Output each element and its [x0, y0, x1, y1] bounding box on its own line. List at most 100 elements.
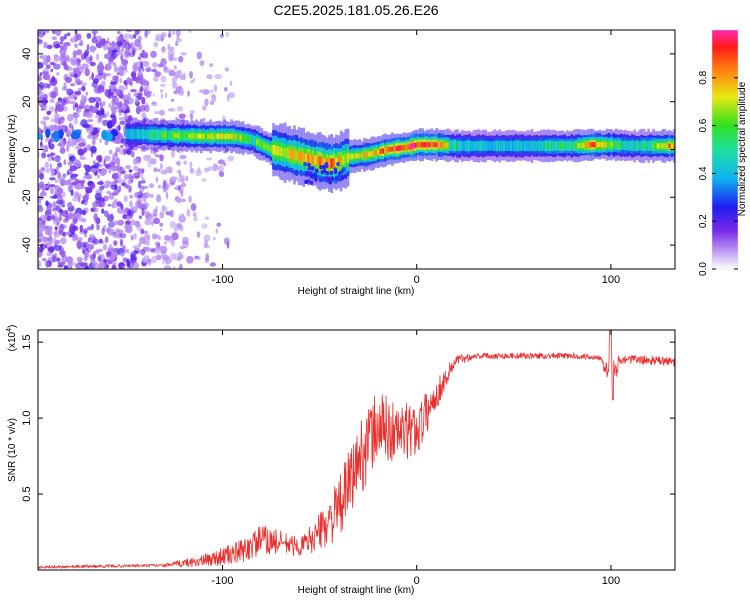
- spectrogram-cell: [38, 230, 43, 238]
- spectrogram-cell: [104, 180, 112, 185]
- spectrogram-ridge-cell: [313, 172, 318, 178]
- spectrogram-ridge-cell: [381, 148, 385, 154]
- spectrogram-cell: [151, 69, 158, 73]
- spectrogram-cell: [78, 87, 82, 92]
- spectrogram-cell: [63, 82, 67, 91]
- spectrogram-cell: [39, 172, 44, 180]
- spectrogram-cell: [167, 108, 176, 112]
- spectrogram-ridge-cell: [542, 140, 546, 152]
- spectrogram-ridge-cell: [544, 143, 548, 149]
- spectrogram-ridge-cell: [181, 133, 184, 139]
- spectrogram-cell: [55, 166, 60, 173]
- spectrogram-cell: [95, 248, 104, 253]
- spectrogram-ridge-cell: [174, 133, 177, 138]
- spectrogram-cell: [189, 80, 194, 84]
- spectrogram-cell: [70, 182, 76, 186]
- spectrogram-cell: [201, 178, 207, 182]
- spectrogram-ridge-cell: [223, 134, 226, 139]
- spectrogram-cell: [46, 73, 51, 81]
- spectrogram-cell: [137, 71, 144, 78]
- spectrogram-cell: [38, 226, 46, 232]
- spectrogram-cell: [118, 64, 126, 72]
- spectrogram-x-tick-label: 100: [602, 274, 620, 286]
- spectrogram-cell: [125, 165, 131, 170]
- spectrogram-cell: [38, 245, 44, 253]
- spectrogram-cell: [107, 46, 113, 52]
- spectrogram-cell: [93, 129, 101, 134]
- spectrogram-ridge-cell: [314, 177, 318, 182]
- spectrogram-ridge-cell: [276, 146, 280, 156]
- spectrogram-cell: [120, 233, 127, 239]
- spectrogram-ridge-cell: [512, 140, 515, 152]
- spectrogram-cell: [67, 201, 73, 208]
- spectrogram-cell: [57, 264, 64, 268]
- spectrogram-cell: [155, 254, 162, 261]
- spectrogram-ridge-cell: [433, 142, 436, 148]
- snr-x-ticks: -100 0 100: [211, 330, 620, 587]
- spectrogram-cell: [86, 32, 92, 39]
- spectrogram-cell: [142, 51, 146, 58]
- spectrogram-panel: -100 0 100 -40 -20 0 20 40 Height of straight …: [7, 29, 676, 297]
- spectrogram-cell: [167, 166, 173, 174]
- spectrogram-cell: [95, 101, 100, 109]
- spectrogram-ridge-cell: [321, 156, 324, 167]
- spectrogram-cell: [123, 148, 126, 156]
- spectrogram-cell: [90, 151, 94, 158]
- spectrogram-cell: [145, 30, 148, 37]
- spectrogram-ridge-cell: [409, 143, 413, 150]
- spectrogram-cell: [56, 72, 60, 76]
- spectrogram-cell: [91, 238, 100, 245]
- spectrogram-cell: [159, 222, 164, 227]
- spectrogram-ridge-cell: [158, 129, 161, 140]
- spectrogram-cell: [162, 180, 167, 188]
- spectrogram-ridge-cell: [421, 142, 424, 148]
- spectrogram-cell: [84, 186, 91, 190]
- spectrogram-ridge-cell: [470, 140, 473, 152]
- spectrogram-cell: [175, 38, 183, 42]
- spectrogram-ridge-cell: [475, 141, 478, 151]
- spectrogram-ridge-cell: [225, 133, 229, 140]
- spectrogram-ridge-cell: [416, 142, 420, 148]
- spectrogram-cell: [178, 251, 183, 256]
- spectrogram-ridge-cell: [190, 133, 194, 139]
- spectrogram-ridge-cell: [328, 180, 333, 185]
- spectrogram-x-tick-label: -100: [211, 274, 233, 286]
- spectrogram-cell: [153, 76, 159, 82]
- spectrogram-ridge-cell: [146, 129, 149, 140]
- spectrogram-cell: [90, 223, 95, 230]
- spectrogram-ridge-cell: [330, 176, 335, 181]
- spectrogram-ridge-cell: [279, 147, 282, 156]
- spectrogram-ridge-cell: [516, 140, 520, 152]
- spectrogram-cell: [103, 210, 109, 217]
- spectrogram-cell: [95, 53, 100, 61]
- spectrogram-cell: [152, 93, 155, 97]
- spectrogram-y-tick-label: -20: [21, 189, 33, 205]
- spectrogram-ridge-cell: [652, 143, 655, 149]
- spectrogram-cell: [76, 193, 83, 198]
- spectrogram-ridge-cell: [127, 128, 131, 139]
- colorbar: 0.0 0.2 0.4 0.6 0.8 Normalized spectral ampl…: [698, 29, 748, 276]
- spectrogram-cell: [71, 141, 78, 146]
- spectrogram-cell: [49, 61, 56, 66]
- spectrogram-cell: [119, 77, 123, 84]
- spectrogram-ridge-cell: [244, 136, 247, 141]
- spectrogram-ridge-cell: [610, 141, 613, 148]
- spectrogram-cell: [110, 53, 118, 58]
- spectrogram-cell: [66, 130, 71, 135]
- spectrogram-ridge-cell: [575, 143, 578, 149]
- spectrogram-cell: [58, 216, 62, 222]
- spectrogram-cell: [93, 96, 101, 102]
- spectrogram-cell: [149, 193, 154, 199]
- spectrogram-cell: [204, 239, 209, 248]
- spectrogram-cell: [40, 107, 45, 111]
- spectrogram-cell: [97, 262, 104, 269]
- spectrogram-ridge-cell: [230, 133, 233, 140]
- spectrogram-cell: [178, 263, 183, 269]
- spectrogram-cell: [67, 113, 74, 122]
- spectrogram-cell: [108, 60, 113, 65]
- spectrogram-ridge-cell: [274, 145, 278, 156]
- spectrogram-cell: [126, 215, 130, 222]
- spectrogram-cell: [175, 161, 181, 166]
- spectrogram-cell: [101, 227, 105, 236]
- spectrogram-cell: [202, 105, 207, 111]
